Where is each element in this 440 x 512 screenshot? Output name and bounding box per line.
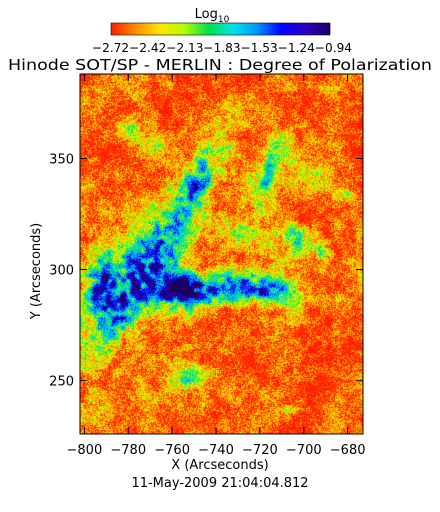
polarization-map	[80, 74, 363, 434]
x-tick-label: −800	[67, 443, 103, 458]
colorbar-tick-labels: −2.72−2.42−2.13−1.83−1.53−1.24−0.94	[92, 40, 352, 55]
colorbar-strip	[110, 22, 331, 36]
heatmap-image	[80, 74, 363, 434]
plot-area: −800 −780 −760 −740 −720 −700 −680 250 300 350	[49, 73, 366, 458]
x-tick-label: −760	[154, 443, 190, 458]
y-ticks: 250 300 350	[49, 152, 363, 390]
plot-frame	[79, 73, 364, 435]
colorbar-label: Log10	[195, 7, 230, 25]
colorbar: Log10 −2.72−2.42−2.13−1.83−1.53−1.24−0.9…	[92, 7, 352, 55]
x-axis-label: X (Arcseconds)	[171, 458, 268, 473]
x-tick-label: −720	[242, 443, 278, 458]
timestamp: 11-May-2009 21:04:04.812	[131, 476, 308, 491]
x-ticks: −800 −780 −760 −740 −720 −700 −680	[67, 74, 366, 458]
x-tick-label: −780	[110, 443, 146, 458]
colorbar-label-subscript: 10	[218, 15, 230, 25]
x-tick-label: −700	[286, 443, 322, 458]
x-tick-label: −680	[330, 443, 366, 458]
y-axis-label: Y (Arcseconds)	[29, 223, 44, 320]
y-tick-label: 300	[49, 264, 74, 279]
chart-title: Hinode SOT/SP - MERLIN : Degree of Polar…	[8, 56, 432, 74]
y-tick-label: 350	[49, 152, 74, 167]
x-tick-label: −740	[198, 443, 234, 458]
y-tick-label: 250	[49, 375, 74, 390]
